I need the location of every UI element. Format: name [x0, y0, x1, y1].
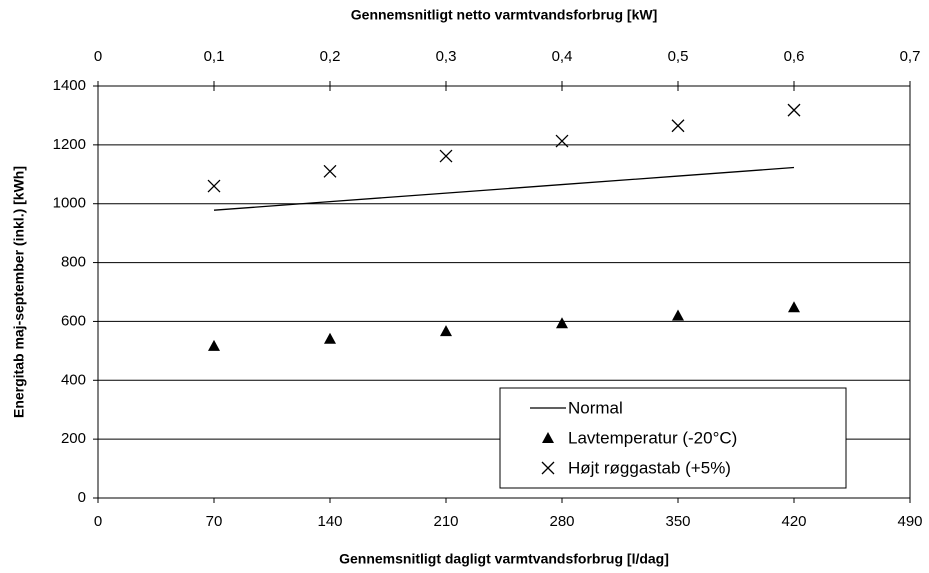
x-marker: [323, 164, 337, 178]
y-tick-label: 1200: [53, 136, 86, 153]
x-tick-label: 140: [317, 513, 342, 530]
x-marker: [439, 149, 453, 163]
x-axis-title: Gennemsnitligt dagligt varmtvandsforbrug…: [339, 551, 669, 567]
x2-tick-label: 0: [94, 48, 102, 65]
x-tick-label: 490: [897, 513, 922, 530]
series-line: [213, 166, 795, 211]
x-tick-label: 350: [665, 513, 690, 530]
x2-tick-label: 0,4: [552, 48, 573, 65]
y-tick-label: 200: [61, 430, 86, 447]
legend-label: Højt røggastab (+5%): [568, 458, 731, 477]
triangle-marker: [324, 332, 336, 344]
x2-tick-label: 0,7: [900, 48, 921, 65]
x2-tick-label: 0,5: [668, 48, 689, 65]
x-tick-label: 70: [206, 513, 223, 530]
triangle-marker: [208, 339, 220, 351]
x2-tick-label: 0,3: [436, 48, 457, 65]
triangle-marker: [556, 317, 568, 329]
triangle-marker: [788, 301, 800, 313]
legend-label: Lavtemperatur (-20°C): [568, 428, 737, 447]
y-axis-title: Energitab maj-september (inkl.) [kWh]: [11, 166, 27, 418]
y-tick-label: 0: [78, 489, 86, 506]
x-marker: [541, 461, 555, 475]
x2-axis-title: Gennemsnitligt netto varmtvandsforbrug […: [351, 7, 657, 23]
y-tick-label: 600: [61, 312, 86, 329]
y-tick-label: 800: [61, 254, 86, 271]
x-tick-label: 280: [549, 513, 574, 530]
x2-tick-label: 0,2: [320, 48, 341, 65]
y-tick-label: 1400: [53, 77, 86, 94]
legend-box: [499, 387, 847, 489]
y-tick-label: 1000: [53, 195, 86, 212]
x-tick-label: 210: [433, 513, 458, 530]
x-marker: [671, 119, 685, 133]
x-marker: [207, 179, 221, 193]
legend-label: Normal: [568, 398, 623, 417]
triangle-marker: [672, 309, 684, 321]
x-tick-label: 420: [781, 513, 806, 530]
x-marker: [555, 134, 569, 148]
triangle-marker: [542, 432, 554, 443]
x-marker: [787, 103, 801, 117]
plot-frame: [97, 85, 911, 499]
x-tick-label: 0: [94, 513, 102, 530]
triangle-marker: [440, 325, 452, 337]
y-tick-label: 400: [61, 371, 86, 388]
x2-tick-label: 0,1: [204, 48, 225, 65]
x2-tick-label: 0,6: [784, 48, 805, 65]
